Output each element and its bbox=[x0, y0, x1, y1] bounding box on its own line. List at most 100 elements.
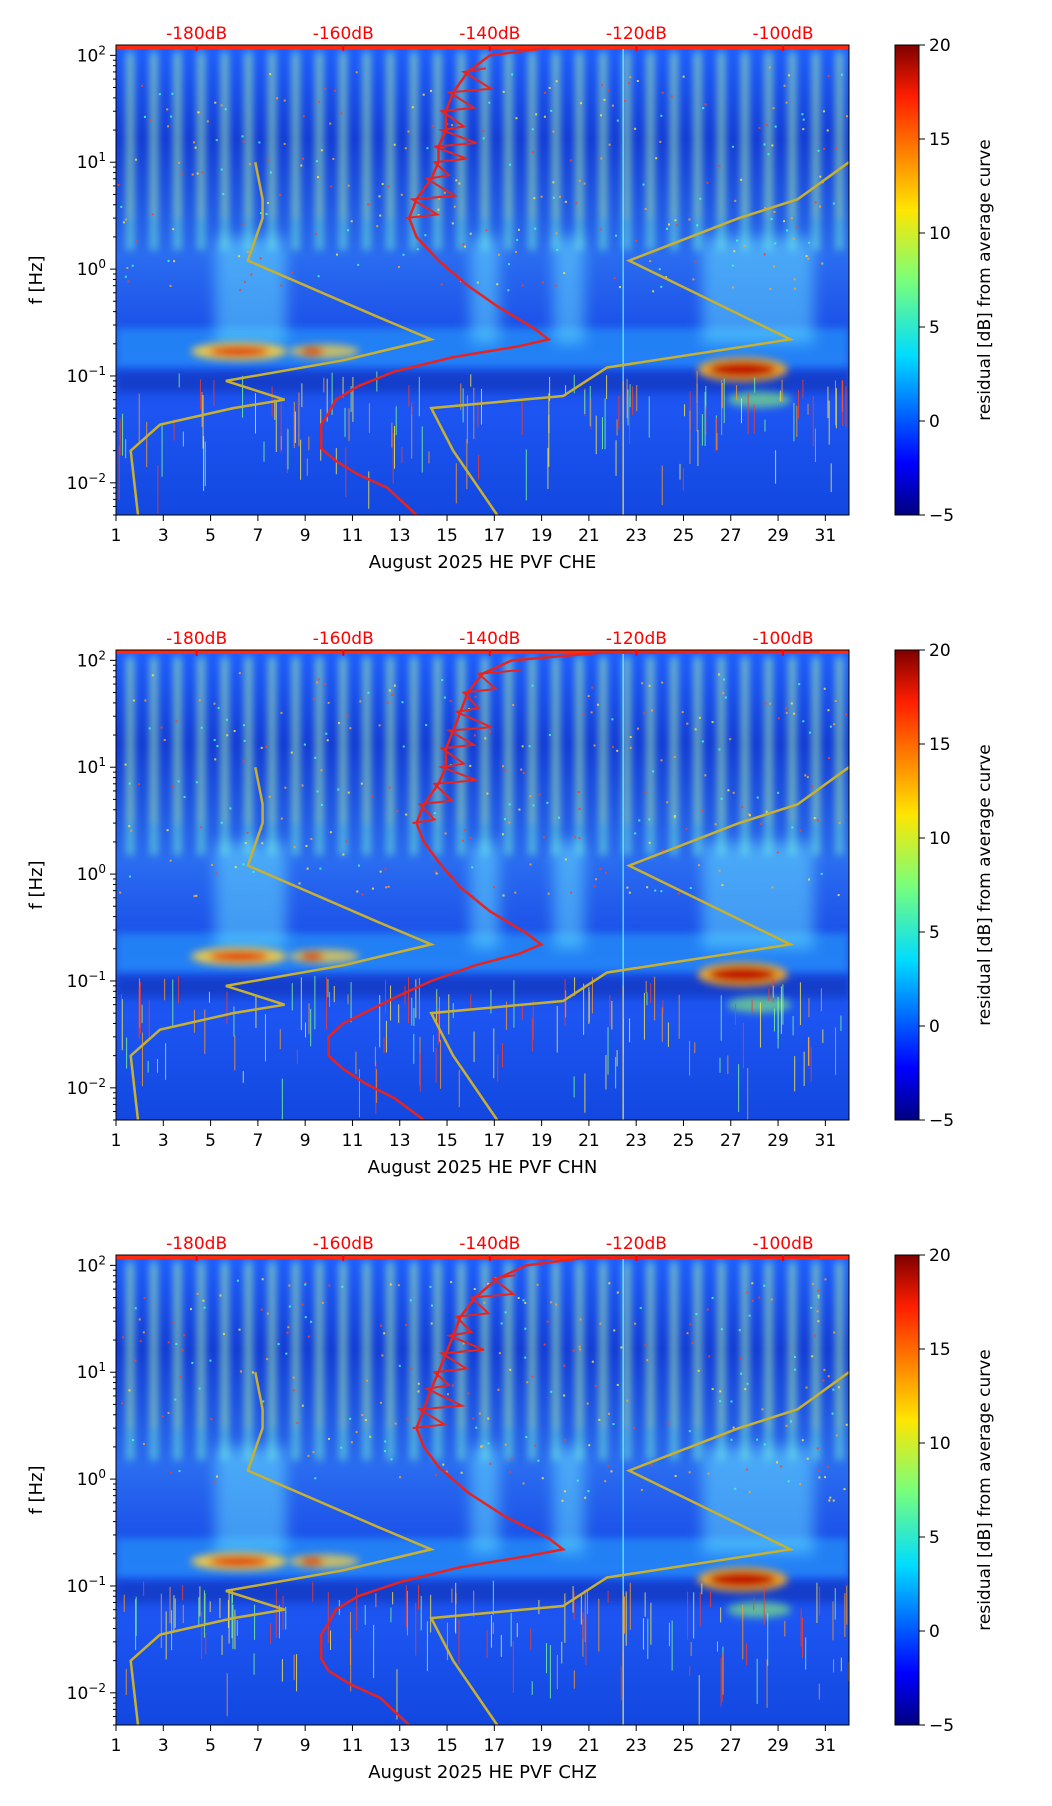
colorbar-label: residual [dB] from average curve bbox=[975, 744, 995, 1025]
x-tick-label: 7 bbox=[252, 526, 263, 546]
x-tick-label: 5 bbox=[205, 1131, 216, 1151]
x-tick-label: 17 bbox=[484, 526, 506, 546]
daily-streaks bbox=[126, 1260, 844, 1461]
colorbar-tick-label: 15 bbox=[929, 130, 951, 150]
db-scale-label: -140dB bbox=[459, 629, 520, 649]
plot-frame bbox=[115, 1254, 850, 1726]
heatmap-image bbox=[116, 1255, 849, 1725]
x-tick-label: 27 bbox=[720, 1736, 742, 1756]
colorbar-tick-label: 5 bbox=[929, 318, 940, 338]
noise-model-low-curve bbox=[429, 161, 849, 515]
x-tick-label: 1 bbox=[111, 1736, 122, 1756]
x-tick-label: 5 bbox=[205, 1736, 216, 1756]
y-tick-label: 102 bbox=[77, 1253, 106, 1276]
lowfreq-spikes bbox=[120, 975, 842, 1120]
x-tick-label: 7 bbox=[252, 1736, 263, 1756]
db-scale-label: -100dB bbox=[753, 24, 814, 44]
x-tick-label: 1 bbox=[111, 526, 122, 546]
x-tick-label: 13 bbox=[389, 1131, 411, 1151]
colorbar-gradient bbox=[894, 649, 920, 1121]
x-tick-label: 19 bbox=[531, 526, 553, 546]
db-scale-label: -140dB bbox=[459, 24, 520, 44]
colorbar-tick-label: 15 bbox=[929, 735, 951, 755]
psd-spikes bbox=[405, 67, 495, 220]
x-tick-label: 31 bbox=[815, 1131, 837, 1151]
x-tick-label: 3 bbox=[158, 526, 169, 546]
dark-band bbox=[116, 371, 849, 393]
daily-streaks bbox=[126, 655, 844, 856]
heatmap-image bbox=[116, 45, 849, 515]
y-tick-label: 101 bbox=[77, 1360, 106, 1383]
colorbar-tick-label: 20 bbox=[929, 36, 951, 56]
x-tick-label: 23 bbox=[625, 1736, 647, 1756]
x-tick-label: 17 bbox=[484, 1736, 506, 1756]
x-tick-label: 31 bbox=[815, 1736, 837, 1756]
x-tick-label: 25 bbox=[673, 1736, 695, 1756]
colorbar-tick-label: 0 bbox=[929, 1017, 940, 1037]
dark-band bbox=[116, 1581, 849, 1603]
lowfreq-spikes bbox=[118, 370, 847, 514]
colorbar: 20 15 10 5 0 −5 residual [dB] from average cur… bbox=[894, 36, 995, 526]
colorbar-tick-label: −5 bbox=[929, 506, 954, 526]
db-scale-label: -100dB bbox=[753, 1234, 814, 1254]
y-tick-label: 102 bbox=[77, 43, 106, 66]
colorbar-tick-label: −5 bbox=[929, 1716, 954, 1736]
colorbar-tick-label: 20 bbox=[929, 641, 951, 661]
x-axis-label: August 2025 HE PVF CHZ bbox=[368, 1762, 597, 1783]
y-tick-label: 100 bbox=[77, 257, 106, 280]
db-scale-label: -120dB bbox=[606, 629, 667, 649]
x-tick-label: 15 bbox=[436, 526, 458, 546]
x-tick-label: 11 bbox=[342, 526, 364, 546]
db-scale-label: -140dB bbox=[459, 1234, 520, 1254]
db-scale-label: -180dB bbox=[166, 24, 227, 44]
y-tick-label: 10−2 bbox=[67, 1681, 106, 1704]
x-tick-label: 23 bbox=[625, 1131, 647, 1151]
x-tick-label: 15 bbox=[436, 1131, 458, 1151]
db-scale-label: -160dB bbox=[313, 1234, 374, 1254]
x-tick-label: 25 bbox=[673, 526, 695, 546]
db-scale-label: -100dB bbox=[753, 629, 814, 649]
weather-clouds bbox=[215, 1446, 814, 1554]
x-tick-label: 1 bbox=[111, 1131, 122, 1151]
colorbar-tick-label: 5 bbox=[929, 923, 940, 943]
colorbar-tick-label: 0 bbox=[929, 1622, 940, 1642]
x-axis-label: August 2025 HE PVF CHE bbox=[369, 552, 597, 573]
y-tick-label: 101 bbox=[77, 755, 106, 778]
noise-model-low-curve bbox=[429, 766, 849, 1120]
nyquist-band bbox=[116, 45, 849, 49]
x-tick-label: 31 bbox=[815, 526, 837, 546]
heatmap-image bbox=[116, 650, 849, 1120]
nyquist-band bbox=[116, 650, 849, 654]
x-tick-label: 11 bbox=[342, 1131, 364, 1151]
highfreq-speckle bbox=[119, 672, 849, 898]
x-tick-label: 27 bbox=[720, 1131, 742, 1151]
y-axis-label: f [Hz] bbox=[26, 1465, 47, 1514]
x-tick-label: 3 bbox=[158, 1736, 169, 1756]
storm-hotspots bbox=[190, 342, 792, 408]
y-tick-label: 10−1 bbox=[67, 969, 106, 992]
x-tick-label: 9 bbox=[300, 1736, 311, 1756]
colorbar-tick-label: 5 bbox=[929, 1528, 940, 1548]
colorbar-gradient bbox=[894, 44, 920, 516]
y-tick-label: 100 bbox=[77, 862, 106, 885]
dark-band bbox=[116, 976, 849, 998]
mean-psd-curve bbox=[327, 650, 820, 1120]
x-tick-label: 13 bbox=[389, 1736, 411, 1756]
mean-psd-curve bbox=[319, 46, 552, 515]
y-tick-label: 101 bbox=[77, 150, 106, 173]
x-tick-label: 5 bbox=[205, 526, 216, 546]
db-scale-label: -180dB bbox=[166, 1234, 227, 1254]
colorbar-tick-label: 0 bbox=[929, 412, 940, 432]
db-scale-label: -120dB bbox=[606, 1234, 667, 1254]
x-tick-label: 21 bbox=[578, 1131, 600, 1151]
db-scale-label: -120dB bbox=[606, 24, 667, 44]
x-tick-label: 25 bbox=[673, 1131, 695, 1151]
colorbar-gradient bbox=[894, 1254, 920, 1726]
colorbar-tick-label: −5 bbox=[929, 1111, 954, 1131]
noise-model-high-curve bbox=[129, 1371, 436, 1725]
colorbar-tick-label: 10 bbox=[929, 224, 951, 244]
colorbar-label: residual [dB] from average curve bbox=[975, 139, 995, 420]
